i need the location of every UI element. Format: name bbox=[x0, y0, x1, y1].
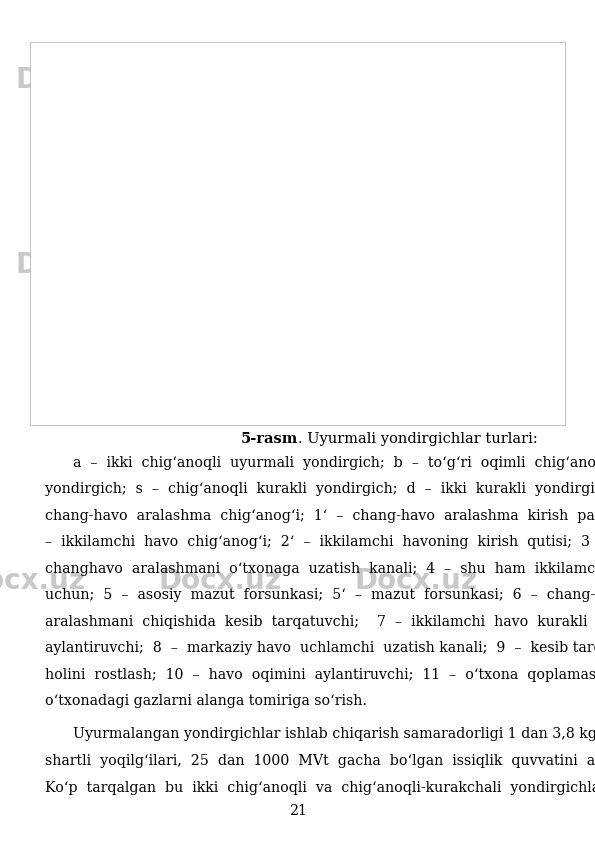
Text: –  ikkilamchi  havo  chig‘anog‘i;  2‘  –  ikkilamchi  havoning  kirish  qutisi; : – ikkilamchi havo chig‘anog‘i; 2‘ – ikki… bbox=[45, 536, 595, 549]
Text: uchun;  5  –  asosiy  mazut  forsunkasi;  5‘  –  mazut  forsunkasi;  6  –  chang: uchun; 5 – asosiy mazut forsunkasi; 5‘ –… bbox=[45, 588, 595, 602]
Text: Docx.uz: Docx.uz bbox=[212, 66, 335, 94]
Text: Uyurmalangan yondirgichlar ishlab chiqarish samaradorligi 1 dan 3,8 kg gacha: Uyurmalangan yondirgichlar ishlab chiqar… bbox=[73, 727, 595, 742]
Text: Docx.uz: Docx.uz bbox=[159, 567, 281, 595]
Text: aylantiruvchi;  8  –  markaziy havo  uchlamchi  uzatish kanali;  9  –  kesib tar: aylantiruvchi; 8 – markaziy havo uchlamc… bbox=[45, 641, 595, 655]
Text: chang-havo  aralashma  chig‘anog‘i;  1‘  –  chang-havo  aralashma  kirish  patru: chang-havo aralashma chig‘anog‘i; 1‘ – c… bbox=[45, 509, 595, 523]
Text: Ko‘p  tarqalgan  bu  ikki  chig‘anoqli  va  chig‘anoqli-kurakchali  yondirgichla: Ko‘p tarqalgan bu ikki chig‘anoqli va ch… bbox=[45, 781, 595, 795]
Text: a  –  ikki  chig‘anoqli  uyurmali  yondirgich;  b  –  to‘g‘ri  oqimli  chig‘anoq: a – ikki chig‘anoqli uyurmali yondirgich… bbox=[73, 456, 595, 470]
Text: yondirgich;  s  –  chig‘anoqli  kurakli  yondirgich;  d  –  ikki  kurakli  yondi: yondirgich; s – chig‘anoqli kurakli yond… bbox=[45, 482, 595, 496]
Text: aralashmani  chiqishida  kesib  tarqatuvchi;    7  –  ikkilamchi  havo  kurakli: aralashmani chiqishida kesib tarqatuvchi… bbox=[45, 615, 587, 629]
Text: changhavo  aralashmani  o‘txonaga  uzatish  kanali;  4  –  shu  ham  ikkilamchi : changhavo aralashmani o‘txonaga uzatish … bbox=[45, 562, 595, 576]
Text: Docx.uz: Docx.uz bbox=[0, 567, 85, 595]
Text: Docx.uz: Docx.uz bbox=[409, 66, 531, 94]
Text: holini  rostlash;  10  –  havo  oqimini  aylantiruvchi;  11  –  o‘txona  qoplama: holini rostlash; 10 – havo oqimini aylan… bbox=[45, 668, 595, 682]
FancyBboxPatch shape bbox=[30, 42, 565, 425]
Text: Docx.uz: Docx.uz bbox=[212, 251, 335, 280]
Text: Docx.uz: Docx.uz bbox=[409, 251, 531, 280]
Text: shartli  yoqilg‘ilari,  25  dan  1000  MVt  gacha  bo‘lgan  issiqlik  quvvatini : shartli yoqilg‘ilari, 25 dan 1000 MVt ga… bbox=[45, 754, 595, 768]
Text: Docx.uz: Docx.uz bbox=[355, 567, 478, 595]
Text: 21: 21 bbox=[289, 804, 306, 818]
Text: o‘txonadagi gazlarni alanga tomiriga so‘rish.: o‘txonadagi gazlarni alanga tomiriga so‘… bbox=[45, 694, 367, 708]
Text: . Uyurmali yondirgichlar turlari:: . Uyurmali yondirgichlar turlari: bbox=[298, 432, 537, 446]
Text: Docx.uz: Docx.uz bbox=[16, 251, 139, 280]
Text: 5-rasm: 5-rasm bbox=[240, 432, 298, 446]
Text: Docx.uz: Docx.uz bbox=[16, 66, 139, 94]
